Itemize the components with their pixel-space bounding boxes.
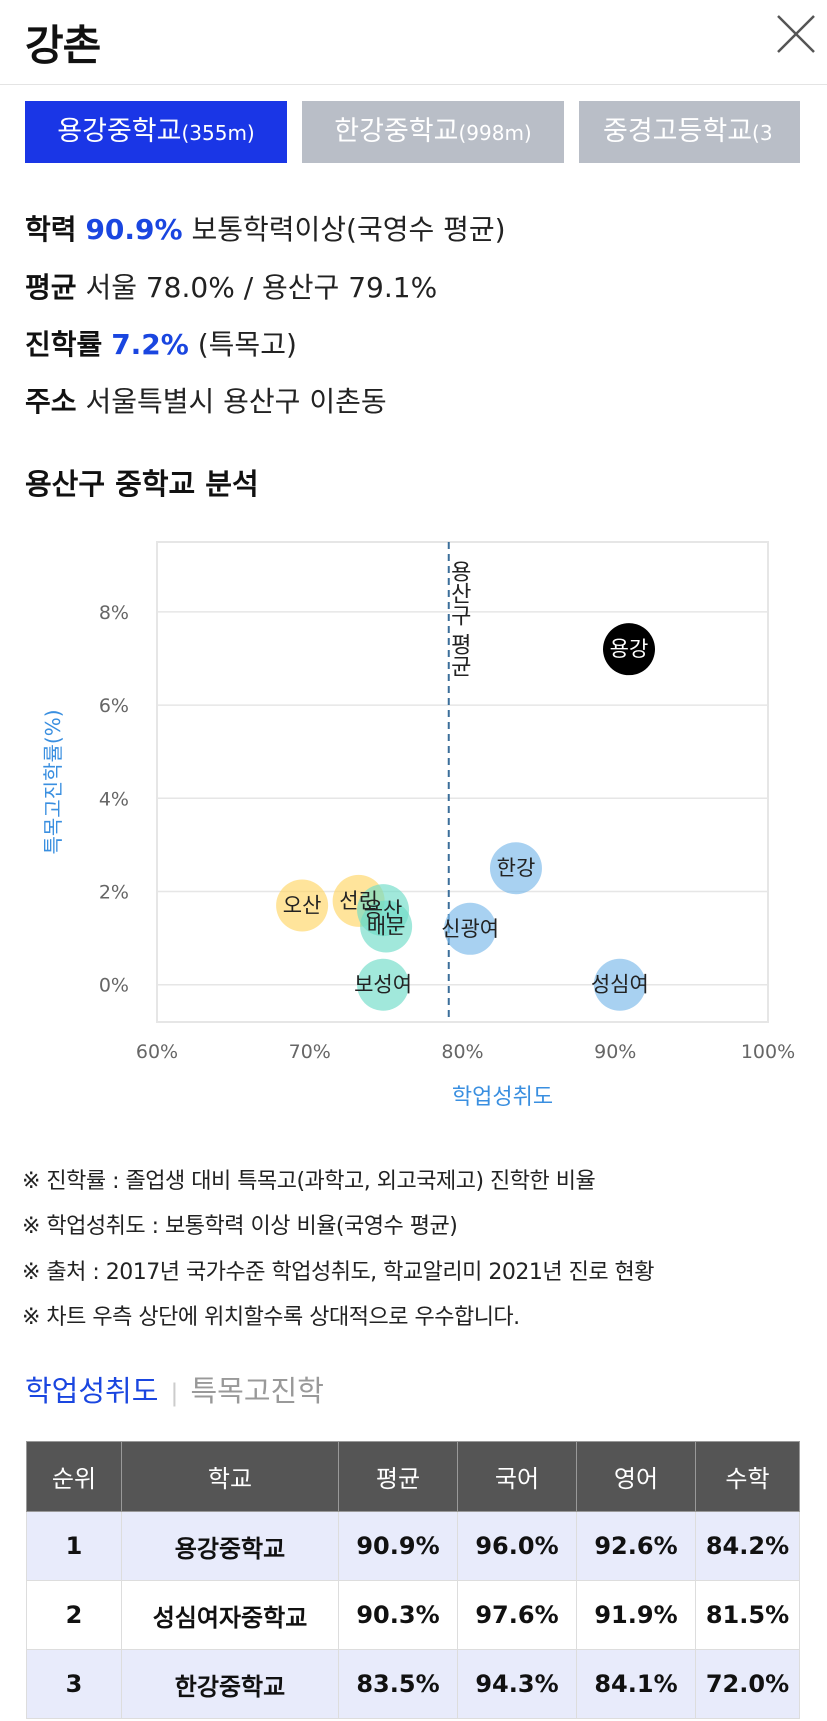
point-label: 한강 xyxy=(497,856,536,880)
note-position: ※ 차트 우측 상단에 위치할수록 상대적으로 우수합니다. xyxy=(22,1305,520,1330)
y-tick-label: 8% xyxy=(99,602,129,624)
note-advancement: ※ 진학률 : 졸업생 대비 특목고(과학고, 외고국제고) 진학한 비율 xyxy=(22,1169,596,1194)
academic-row: 학력 90.9% 보통학력이상(국영수 평균) xyxy=(25,208,506,248)
average-value: 서울 78.0% / 용산구 79.1% xyxy=(85,271,438,304)
address-label: 주소 xyxy=(25,385,77,418)
advancement-row: 진학률 7.2% (특목고) xyxy=(25,323,297,363)
average-label: 평균 xyxy=(25,271,77,304)
tab-special-school[interactable]: 특목고진학 xyxy=(190,1374,324,1408)
x-tick-label: 90% xyxy=(594,1041,636,1063)
table-row[interactable]: 2 성심여자중학교 90.3% 97.6% 91.9% 81.5% xyxy=(26,1580,800,1650)
col-math: 수학 xyxy=(695,1441,800,1512)
point-label: 신광여 xyxy=(441,917,499,941)
point-label: 보성여 xyxy=(354,973,412,997)
tab-label: 중경고등학교 xyxy=(603,116,753,147)
y-tick-label: 2% xyxy=(99,882,129,904)
korean-cell: 97.6% xyxy=(457,1580,577,1650)
col-korean: 국어 xyxy=(457,1441,577,1512)
ranking-tabs: 학업성취도 | 특목고진학 xyxy=(25,1368,324,1410)
average-cell: 83.5% xyxy=(338,1649,458,1719)
note-source: ※ 출처 : 2017년 국가수준 학업성취도, 학교알리미 2021년 진로 … xyxy=(22,1260,655,1285)
rank-cell: 2 xyxy=(26,1580,122,1650)
math-cell: 72.0% xyxy=(695,1649,800,1719)
y-tick-label: 0% xyxy=(99,975,129,997)
x-tick-label: 100% xyxy=(741,1041,795,1063)
point-label: 성심여 xyxy=(591,973,649,997)
advancement-value: 7.2% xyxy=(111,328,189,361)
address-row: 주소 서울특별시 용산구 이촌동 xyxy=(25,380,387,420)
point-배문 xyxy=(360,900,413,953)
point-용강 xyxy=(602,623,655,676)
page-title: 강촌 xyxy=(25,21,101,70)
english-cell: 91.9% xyxy=(576,1580,696,1650)
table-header-row: 순위 학교 평균 국어 영어 수학 xyxy=(26,1441,800,1512)
point-label: 배문 xyxy=(367,914,406,938)
col-school: 학교 xyxy=(121,1441,339,1512)
col-english: 영어 xyxy=(576,1441,696,1512)
col-average: 평균 xyxy=(338,1441,458,1512)
point-신광여 xyxy=(444,902,497,955)
table-row[interactable]: 1 용강중학교 90.9% 96.0% 92.6% 84.2% xyxy=(26,1511,800,1581)
advancement-desc: (특목고) xyxy=(197,328,297,361)
address-value: 서울특별시 용산구 이촌동 xyxy=(85,385,387,418)
point-label: 용산 xyxy=(364,898,403,922)
school-cell: 성심여자중학교 xyxy=(121,1580,339,1650)
english-cell: 84.1% xyxy=(576,1649,696,1719)
korean-cell: 96.0% xyxy=(457,1511,577,1581)
x-tick-label: 80% xyxy=(441,1041,483,1063)
tab-distance: (3 xyxy=(752,121,773,145)
rank-cell: 3 xyxy=(26,1649,122,1719)
point-오산 xyxy=(276,879,329,932)
average-row: 평균 서울 78.0% / 용산구 79.1% xyxy=(25,266,437,306)
point-label: 오산 xyxy=(283,893,322,917)
korean-cell: 94.3% xyxy=(457,1649,577,1719)
y-tick-label: 4% xyxy=(99,788,129,810)
x-axis-label: 학업성취도 xyxy=(452,1085,553,1110)
table-row[interactable]: 3 한강중학교 83.5% 94.3% 84.1% 72.0% xyxy=(26,1649,800,1719)
y-axis-label: 특목고진학률(%) xyxy=(41,709,65,854)
x-tick-label: 60% xyxy=(136,1041,178,1063)
tab-distance: (998m) xyxy=(458,121,532,145)
point-label: 선린 xyxy=(339,889,378,913)
y-tick-label: 6% xyxy=(99,695,129,717)
x-tick-label: 70% xyxy=(289,1041,331,1063)
tab-label: 용강중학교 xyxy=(57,116,182,147)
academic-label: 학력 xyxy=(25,213,77,246)
math-cell: 81.5% xyxy=(695,1580,800,1650)
point-한강 xyxy=(489,842,542,895)
point-보성여 xyxy=(357,958,410,1011)
academic-value: 90.9% xyxy=(85,213,183,246)
tab-divider: | xyxy=(170,1379,179,1407)
math-cell: 84.2% xyxy=(695,1511,800,1581)
header: 강촌 xyxy=(0,0,827,85)
tab-distance: (355m) xyxy=(181,121,255,145)
note-achievement: ※ 학업성취도 : 보통학력 이상 비율(국영수 평균) xyxy=(22,1214,458,1239)
plot-area xyxy=(156,541,769,1023)
average-cell: 90.3% xyxy=(338,1580,458,1650)
advancement-label: 진학률 xyxy=(25,328,103,361)
section-title: 용산구 중학교 분석 xyxy=(25,467,259,501)
tab-achievement[interactable]: 학업성취도 xyxy=(25,1374,159,1408)
tab-hangang[interactable]: 한강중학교(998m) xyxy=(302,101,564,163)
school-tabs: 용강중학교(355m) 한강중학교(998m) 중경고등학교(3 xyxy=(25,101,800,163)
english-cell: 92.6% xyxy=(576,1511,696,1581)
ranking-table: 순위 학교 평균 국어 영어 수학 1 용강중학교 90.9% 96.0% 92… xyxy=(26,1441,800,1719)
tab-junggyeong[interactable]: 중경고등학교(3 xyxy=(579,101,800,163)
academic-desc: 보통학력이상(국영수 평균) xyxy=(191,213,506,246)
col-rank: 순위 xyxy=(26,1441,122,1512)
tab-label: 한강중학교 xyxy=(334,116,459,147)
rank-cell: 1 xyxy=(26,1511,122,1581)
school-cell: 용강중학교 xyxy=(121,1511,339,1581)
school-cell: 한강중학교 xyxy=(121,1649,339,1719)
point-성심여 xyxy=(593,958,646,1011)
point-label: 용강 xyxy=(610,637,649,661)
average-line-label: 용산구 평균 xyxy=(446,560,471,677)
close-icon xyxy=(777,15,815,53)
tab-yonggang[interactable]: 용강중학교(355m) xyxy=(25,101,287,163)
close-button[interactable] xyxy=(772,10,820,58)
average-cell: 90.9% xyxy=(338,1511,458,1581)
